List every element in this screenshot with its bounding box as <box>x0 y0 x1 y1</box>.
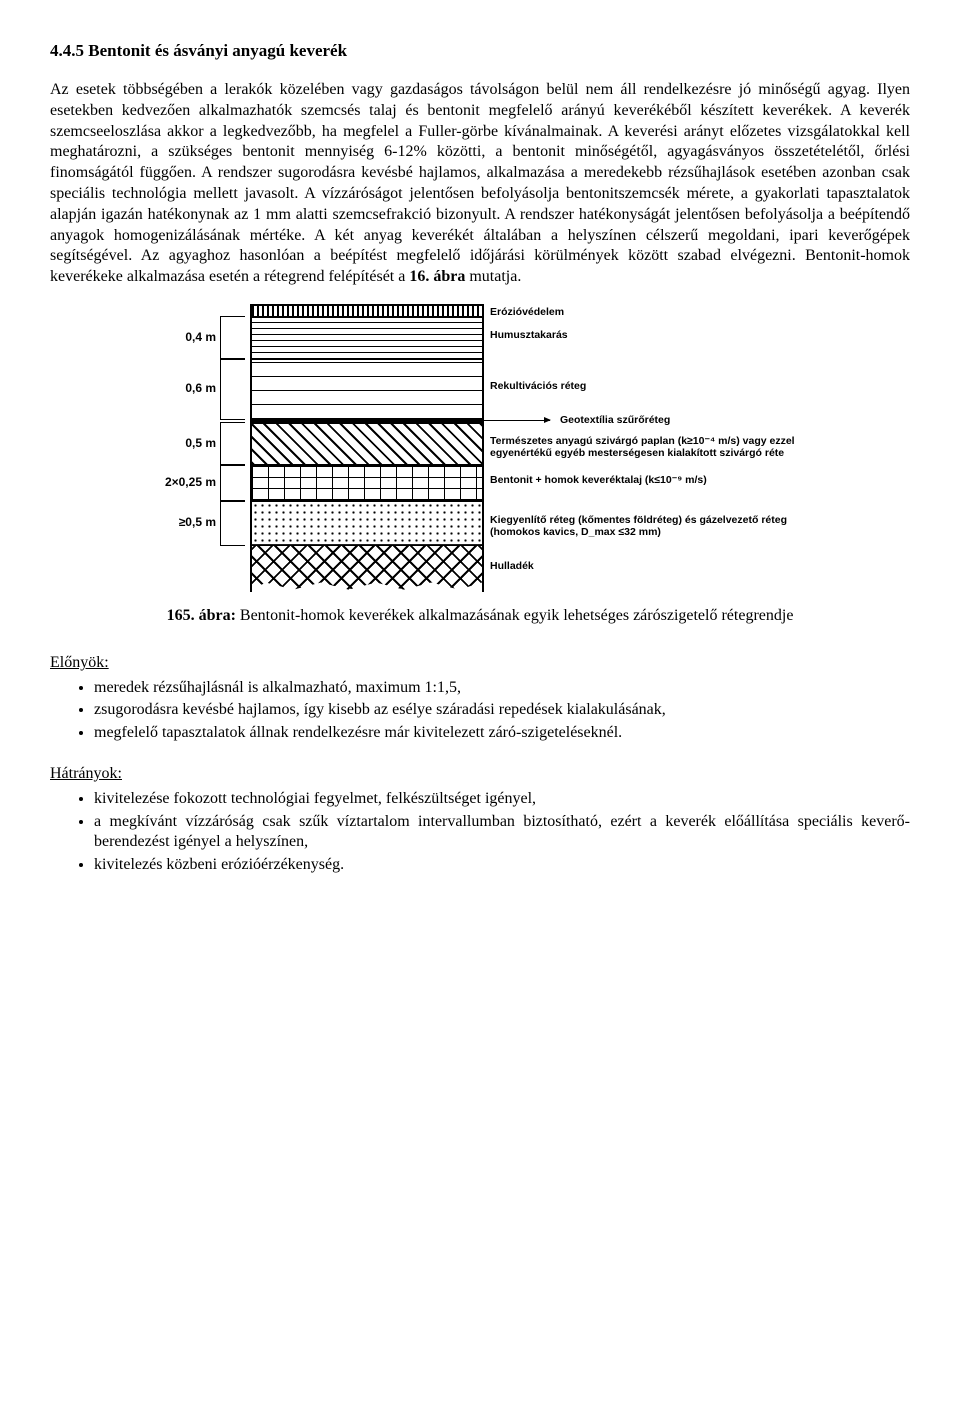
diagram-dim-label: 0,4 m <box>160 330 216 346</box>
diagram-layer-label: Hulladék <box>490 560 800 572</box>
diagram-layer-label: Erózióvédelem <box>490 306 800 318</box>
diagram-layer <box>252 422 482 464</box>
figure-number: 165. ábra: <box>167 607 236 624</box>
figure-caption: 165. ábra: Bentonit-homok keverékek alka… <box>50 606 910 627</box>
list-item: a megkívánt vízzáróság csak szűk víztart… <box>94 812 910 854</box>
diagram-layer <box>252 500 482 544</box>
diagram-layer <box>252 358 482 418</box>
para-tail: mutatja. <box>469 268 521 285</box>
diagram-layer-label: Kiegyenlítő réteg (kőmentes földréteg) é… <box>490 514 800 538</box>
diagram-dim-label: ≥0,5 m <box>160 515 216 531</box>
paragraph-main: Az esetek többségében a lerakók közelébe… <box>50 80 910 288</box>
diagram-dim-label: 0,6 m <box>160 381 216 397</box>
diagram-layer-label: Geotextília szűrőréteg <box>560 414 800 426</box>
figure-ref: 16. ábra <box>409 268 465 285</box>
diagram-layer <box>252 304 482 316</box>
diagram-layer <box>252 544 482 592</box>
disadvantages-list: kivitelezése fokozott technológiai fegye… <box>50 789 910 876</box>
list-item: meredek rézsűhajlásnál is alkalmazható, … <box>94 678 910 699</box>
figure-diagram: Erózióvédelem Humusztakarás 0,4 m Rekultivá… <box>50 304 910 602</box>
section-heading: 4.4.5 Bentonit és ásványi anyagú keverék <box>50 40 910 62</box>
list-item: zsugorodásra kevésbé hajlamos, így kiseb… <box>94 700 910 721</box>
advantages-list: meredek rézsűhajlásnál is alkalmazható, … <box>50 678 910 744</box>
diagram-layer-label: Bentonit + homok keveréktalaj (k≤10⁻⁹ m/… <box>490 474 800 486</box>
advantages-label: Előnyök: <box>50 653 910 674</box>
diagram-layer-label: Humusztakarás <box>490 329 800 341</box>
list-item: megfelelő tapasztalatok állnak rendelkez… <box>94 723 910 744</box>
list-item: kivitelezése fokozott technológiai fegye… <box>94 789 910 810</box>
disadvantages-label: Hátrányok: <box>50 764 910 785</box>
diagram-layer-label: Természetes anyagú szivárgó paplan (k≥10… <box>490 435 800 459</box>
diagram-layer <box>252 464 482 500</box>
diagram-dim-label: 0,5 m <box>160 436 216 452</box>
para-text: Az esetek többségében a lerakók közelébe… <box>50 81 910 285</box>
list-item: kivitelezés közbeni erózióérzékenység. <box>94 855 910 876</box>
figure-caption-text: Bentonit-homok keverékek alkalmazásának … <box>240 607 794 624</box>
diagram-layer-label: Rekultivációs réteg <box>490 380 800 392</box>
diagram-dim-label: 2×0,25 m <box>160 475 216 491</box>
diagram-layer <box>252 316 482 358</box>
